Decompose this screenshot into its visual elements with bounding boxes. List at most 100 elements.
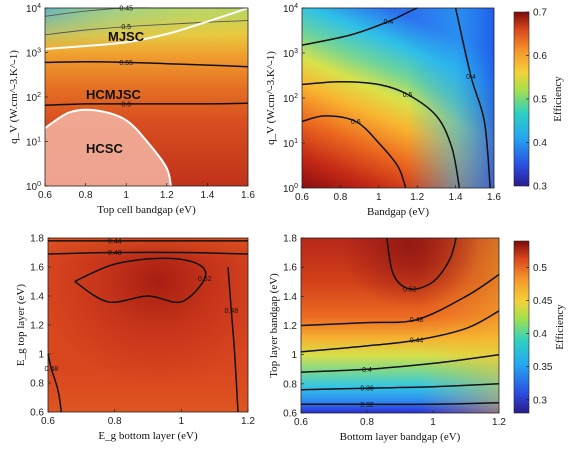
x-tick-label: 0.6 [295,192,309,203]
contour-label: 0.44 [108,238,122,245]
contour-line [301,80,461,189]
y-tick-label: 103 [26,48,41,60]
x-tick-label: 1.4 [200,190,214,201]
contour-line [74,257,207,304]
contour-label: 0.4 [384,19,394,26]
x-tick-label: 1.2 [410,192,424,203]
x-tick-label: 1 [179,416,185,427]
contour-label: 0.48 [108,250,122,257]
contour-label: 0.52 [198,276,212,283]
y-tick-label: 101 [283,138,298,150]
contour-line [47,353,63,413]
x-tick-label: 1.4 [449,192,463,203]
x-tick-label: 1.2 [492,417,506,428]
colorbar-label: Efficiency [554,304,566,350]
contour-label: 0.48 [44,366,58,373]
y-tick-label: 100 [26,181,41,193]
y-axis-label: Top layer bandgap (eV) [268,273,280,378]
y-axis-label: q_V (W.cm^-3.K^-1) [265,51,277,145]
x-tick-label: 0.6 [38,190,52,201]
contour-label: 0.4 [362,367,372,374]
x-tick-label: 0.8 [79,190,93,201]
colorbar-bottom: 0.3 0.35 0.4 0.45 0.5 Efficiency [513,240,566,414]
contour-label: 0.36 [360,386,374,393]
contour-line [301,7,418,46]
y-tick-label: 104 [283,3,298,15]
contour-label: 0.4 [466,74,476,81]
colorbar-tick-label: 0.6 [533,51,547,62]
colorbar-tick-label: 0.45 [533,296,553,307]
y-tick-label: 1.8 [283,234,297,245]
y-tick-label: 1.6 [283,263,297,274]
y-tick-label: 1.6 [30,263,44,274]
axes-br: 0.6 0.8 1 1.2 0.6 0.8 1 1.2 1.4 1.6 1.8 Bottom laye… [268,234,506,444]
y-axis-label: E_g top layer (eV) [15,284,27,366]
y-tick-label: 0.6 [283,409,297,420]
contour-line [300,353,500,373]
y-tick-label: 102 [26,92,41,104]
x-tick-label: 1.2 [241,416,255,427]
contour-label: 0.6 [121,101,131,108]
x-axis-label: Bottom layer bandgap (eV) [340,431,461,443]
region-label-hcmjsc: HCMJSC [86,87,142,102]
region-label-mjsc: MJSC [108,29,145,44]
x-tick-label: 1.2 [160,190,174,201]
x-axis-label: Bandgap (eV) [367,206,429,218]
y-tick-label: 100 [283,183,298,195]
x-tick-label: 1.6 [487,192,501,203]
colorbar-tick-label: 0.7 [533,8,547,19]
contour-label: 0.48 [224,308,238,315]
contour-line [301,402,500,406]
axes-tl: 0.6 0.8 1 1.2 1.4 1.6 100 101 102 103 104 Top cell … [8,3,255,216]
x-tick-label: 0.8 [360,417,374,428]
colorbar-tick-label: 0.35 [533,362,553,373]
y-tick-label: 1.2 [283,321,297,332]
colorbar-tick-label: 0.3 [533,182,547,193]
y-tick-label: 102 [283,93,298,105]
y-axis-label: q_V (W.cm^-3.K^-1) [8,50,20,144]
y-tick-label: 1.4 [283,292,297,303]
contour-line [47,251,249,255]
region-hcsc-fill [45,109,171,186]
y-tick-label: 101 [26,137,41,149]
heatmap-hotspot [301,238,499,413]
y-tick-label: 0.8 [30,379,44,390]
y-tick-label: 1.2 [30,321,44,332]
y-tick-label: 1.8 [30,234,44,245]
contour-line [44,60,249,68]
x-tick-label: 1 [430,417,436,428]
y-tick-label: 0.6 [30,408,44,419]
colorbar-top: 0.3 0.4 0.5 0.6 0.7 Efficiency [513,8,564,193]
colorbar-tick-label: 0.4 [533,329,547,340]
y-tick-label: 104 [26,3,41,15]
contour-line [300,310,500,353]
axes-bl: 0.6 0.8 1 1.2 0.6 0.8 1 1.2 1.4 1.6 1.8 E_g bottom … [15,234,255,443]
heatmap-edge-fade [48,238,248,412]
y-tick-label: 103 [283,48,298,60]
contour-line [454,7,491,189]
contour-line [301,115,407,189]
colorbar-tick-label: 0.5 [533,263,547,274]
panel-bottom-right: 0.52 0.48 0.44 0.4 0.36 0.32 [300,237,500,413]
panel-top-left: 0.45 0.5 0.55 0.6 MJSC HCMJSC HCSC [44,6,249,187]
x-axis-label: E_g bottom layer (eV) [98,430,198,442]
contour-label: 0.55 [119,60,133,67]
y-tick-label: 1.4 [30,292,44,303]
y-tick-label: 1 [291,350,297,361]
contour-line [300,273,500,327]
x-tick-label: 1.6 [241,190,255,201]
region-boundary-hcsc [44,108,172,187]
contour-line [386,237,457,291]
y-tick-label: 0.8 [283,379,297,390]
x-tick-label: 0.8 [333,192,347,203]
contour-line [227,266,239,413]
panel-top-right: 0.4 0.5 0.6 0.4 [301,7,494,189]
panel-bottom-left: 0.44 0.48 0.52 0.48 0.48 [44,238,249,413]
x-tick-label: 0.6 [294,417,308,428]
contour-label: 0.45 [119,6,133,13]
contour-label: 0.44 [410,338,424,345]
region-label-hcsc: HCSC [86,141,123,156]
contour-label: 0.32 [360,402,374,409]
contour-line [44,20,249,36]
